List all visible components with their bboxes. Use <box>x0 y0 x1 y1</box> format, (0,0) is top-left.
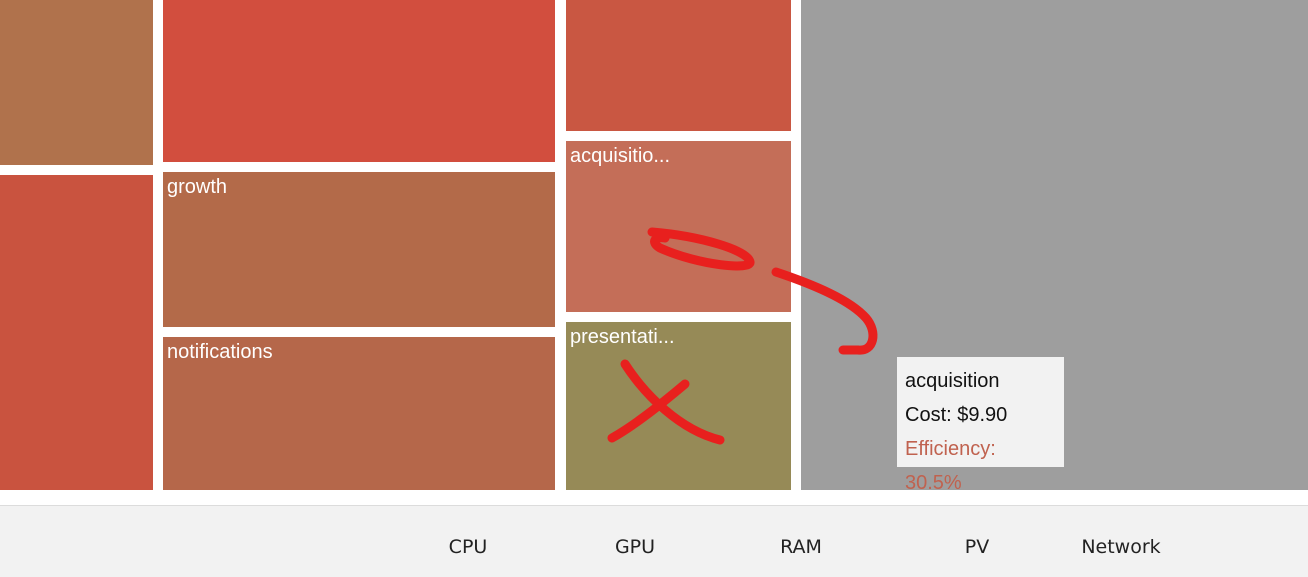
treemap-cell-label: acquisitio... <box>570 145 671 167</box>
column-header-gpu[interactable]: GPU <box>614 536 656 558</box>
treemap-cell[interactable] <box>566 0 791 131</box>
treemap-cell[interactable]: acquisitio... <box>566 141 791 312</box>
tooltip: acquisition Cost: $9.90 Efficiency: 30.5… <box>897 357 1064 494</box>
column-header-pv[interactable]: PV <box>964 536 990 558</box>
treemap-cell-label: growth <box>167 176 228 198</box>
treemap: growth notifications acquisitio... presenta… <box>0 0 1308 490</box>
treemap-cell-label: presentati... <box>570 326 675 348</box>
tooltip-cost: Cost: $9.90 <box>905 404 1008 426</box>
column-header-ram[interactable]: RAM <box>780 536 822 558</box>
treemap-cell[interactable]: presentati... <box>566 322 791 490</box>
treemap-cell[interactable] <box>0 0 153 165</box>
treemap-cell-label: notifications <box>167 341 273 363</box>
treemap-cell[interactable]: notifications <box>163 337 555 490</box>
tooltip-efficiency: Efficiency: 30.5% <box>905 438 996 494</box>
tooltip-name: acquisition <box>905 370 1000 392</box>
treemap-cell[interactable] <box>163 0 555 162</box>
column-header-cpu[interactable]: CPU <box>448 536 488 558</box>
treemap-cell[interactable] <box>0 175 153 490</box>
treemap-cell[interactable]: growth <box>163 172 555 327</box>
column-header-bar: CPU GPU RAM PV Network L <box>0 505 1308 577</box>
column-header-network[interactable]: Network <box>1081 536 1161 558</box>
